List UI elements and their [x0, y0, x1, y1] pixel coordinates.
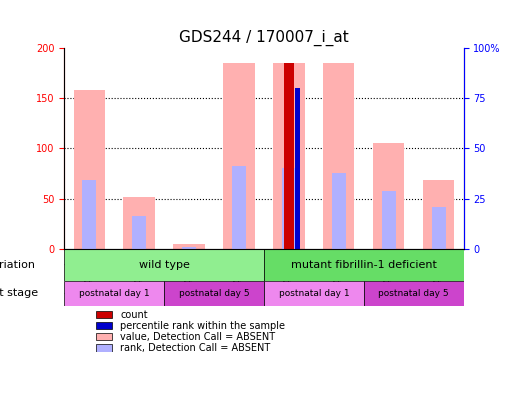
- Bar: [284, 63, 294, 249]
- Text: value, Detection Call = ABSENT: value, Detection Call = ABSENT: [120, 332, 276, 342]
- Bar: [373, 143, 404, 249]
- Text: count: count: [120, 310, 148, 320]
- Bar: [323, 63, 354, 249]
- Bar: [132, 216, 146, 249]
- Text: percentile rank within the sample: percentile rank within the sample: [120, 321, 285, 331]
- Bar: [182, 247, 196, 249]
- Text: development stage: development stage: [0, 288, 38, 299]
- Text: postnatal day 1: postnatal day 1: [79, 289, 149, 298]
- Bar: [96, 322, 112, 329]
- Text: mutant fibrillin-1 deficient: mutant fibrillin-1 deficient: [291, 260, 437, 270]
- Text: wild type: wild type: [139, 260, 190, 270]
- Bar: [96, 311, 112, 318]
- Bar: [64, 280, 164, 307]
- Polygon shape: [59, 255, 64, 274]
- Bar: [64, 249, 264, 280]
- Text: postnatal day 5: postnatal day 5: [379, 289, 449, 298]
- Bar: [332, 173, 346, 249]
- Title: GDS244 / 170007_i_at: GDS244 / 170007_i_at: [179, 30, 349, 46]
- Bar: [164, 280, 264, 307]
- Text: rank, Detection Call = ABSENT: rank, Detection Call = ABSENT: [120, 343, 270, 353]
- Text: genotype/variation: genotype/variation: [0, 260, 36, 270]
- Bar: [82, 181, 96, 249]
- Bar: [364, 280, 464, 307]
- Bar: [432, 207, 445, 249]
- Bar: [423, 181, 454, 249]
- Bar: [264, 249, 464, 280]
- Text: postnatal day 5: postnatal day 5: [179, 289, 249, 298]
- Bar: [282, 168, 296, 249]
- Text: postnatal day 1: postnatal day 1: [279, 289, 349, 298]
- Bar: [232, 166, 246, 249]
- Bar: [74, 90, 105, 249]
- Bar: [264, 280, 364, 307]
- Bar: [124, 196, 155, 249]
- Bar: [174, 244, 205, 249]
- Bar: [224, 63, 255, 249]
- Polygon shape: [59, 286, 64, 301]
- Bar: [273, 63, 304, 249]
- Bar: [382, 192, 396, 249]
- Bar: [96, 344, 112, 352]
- Bar: [96, 333, 112, 341]
- Bar: [295, 88, 300, 249]
